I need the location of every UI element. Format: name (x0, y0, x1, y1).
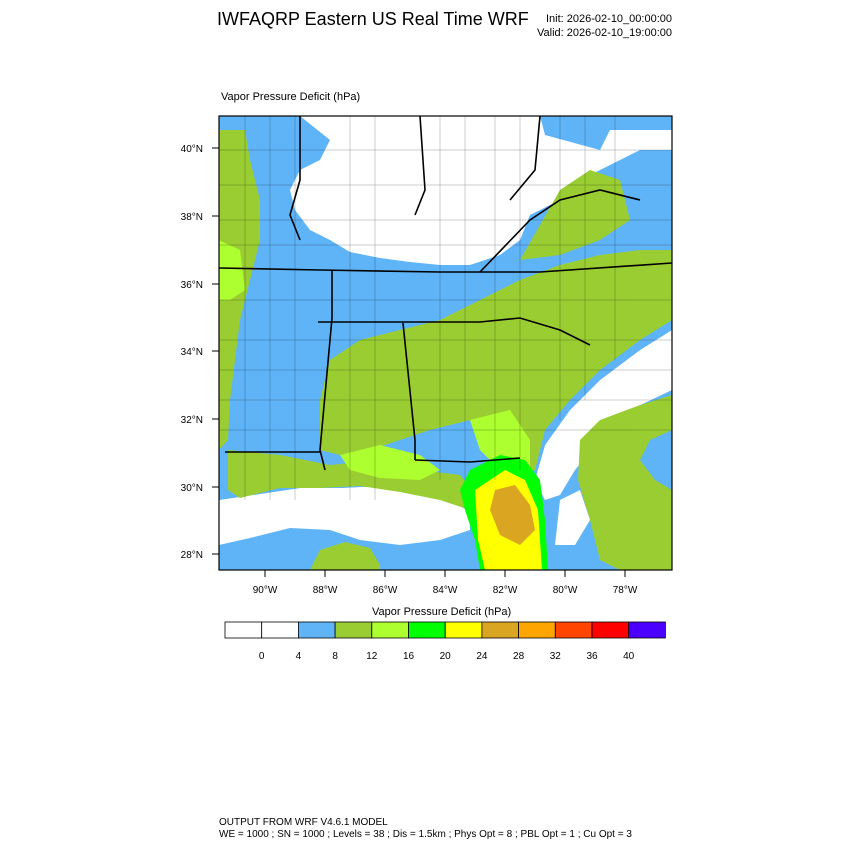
lat-label-40: 40°N (181, 144, 203, 155)
colorbar-label-4: 4 (296, 651, 302, 662)
colorbar-box-6 (444, 621, 483, 639)
southeast-green-block (320, 250, 672, 470)
lat-label-30: 30°N (181, 483, 203, 494)
lat-label-32: 32°N (181, 415, 203, 426)
field-label: Vapor Pressure Deficit (hPa) (221, 91, 361, 103)
border-fl (414, 457, 521, 463)
colorbar-box-2 (297, 621, 336, 639)
colorbar-box-3 (334, 621, 373, 639)
init-time: Init: 2026-02-10_00:00:00 (546, 13, 672, 25)
colorbar-box-7 (481, 621, 519, 639)
border-ms-al (319, 270, 333, 471)
map-title: IWFAQRP Eastern US Real Time WRF (217, 9, 529, 29)
footer-config-line: WE = 1000 ; SN = 1000 ; Levels = 38 ; Di… (219, 829, 632, 840)
colorbar-box-1 (261, 621, 299, 639)
lon-label-86: 86°W (373, 585, 398, 596)
appalachian-green-arm (520, 170, 630, 260)
lat-label-38: 38°N (181, 212, 203, 223)
colorbar-label-16: 16 (403, 651, 415, 662)
gulf-green-patch (310, 542, 380, 570)
border-oh-wv (509, 116, 541, 201)
colorbar-label-8: 8 (332, 651, 338, 662)
lon-label-82: 82°W (493, 585, 518, 596)
colorbar-label-40: 40 (623, 651, 635, 662)
gulf-white-band (219, 486, 470, 545)
colorbar-label-28: 28 (513, 651, 525, 662)
lat-tick-marks (212, 147, 219, 555)
gulf-coast-green (228, 450, 480, 510)
colorbar-box-11 (628, 621, 666, 639)
border-al-ga (402, 322, 416, 460)
atlantic-white-patch (555, 490, 590, 545)
colorbar-box-9 (554, 621, 593, 639)
west-lime-patch (219, 240, 245, 300)
colorbar-label-12: 12 (366, 651, 378, 662)
north-white-region (290, 116, 672, 265)
atlantic-green-patch (578, 395, 672, 570)
lon-tick-marks (264, 570, 626, 577)
colorbar-box-8 (518, 621, 556, 639)
valid-time: Valid: 2026-02-10_19:00:00 (537, 27, 672, 39)
colorbar-box-4 (371, 621, 409, 639)
lat-label-28: 28°N (181, 550, 203, 561)
colorbar-label-36: 36 (586, 651, 598, 662)
lime-patch-georgia (470, 410, 530, 470)
lon-label-84: 84°W (433, 585, 458, 596)
colorbar-box-0 (224, 621, 263, 639)
lat-label-36: 36°N (181, 280, 203, 291)
colorbar-box-10 (591, 621, 630, 639)
colorbar-title: Vapor Pressure Deficit (hPa) (372, 606, 512, 618)
footer-model-line: OUTPUT FROM WRF V4.6.1 MODEL (219, 817, 388, 828)
colorbar-label-0: 0 (259, 651, 265, 662)
colorbar-box-5 (408, 621, 446, 639)
colorbar-label-24: 24 (476, 651, 488, 662)
colorbar (224, 621, 666, 639)
lon-label-90: 90°W (253, 585, 278, 596)
lat-label-34: 34°N (181, 347, 203, 358)
colorbar-label-32: 32 (550, 651, 562, 662)
colorbar-label-20: 20 (440, 651, 452, 662)
county-grid (219, 116, 672, 500)
lon-label-80: 80°W (553, 585, 578, 596)
florida-gold-zone (490, 485, 535, 545)
lon-label-88: 88°W (313, 585, 338, 596)
colorbar-labels: 0 4 8 12 16 20 24 28 32 36 40 (259, 651, 635, 662)
map-field (219, 116, 672, 570)
atlantic-white-band (535, 330, 672, 500)
lon-label-78: 78°W (613, 585, 638, 596)
border-in-oh (414, 116, 426, 216)
